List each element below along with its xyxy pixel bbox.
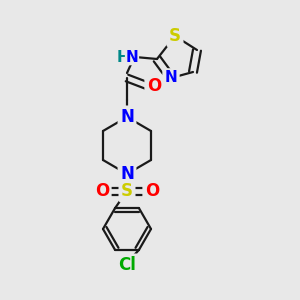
Text: O: O [145, 182, 159, 200]
Text: H: H [117, 50, 129, 64]
Text: O: O [147, 77, 161, 95]
Text: N: N [120, 165, 134, 183]
Text: N: N [126, 50, 138, 64]
Text: N: N [165, 70, 177, 86]
Text: Cl: Cl [118, 256, 136, 274]
Text: S: S [121, 182, 133, 200]
Text: O: O [95, 182, 109, 200]
Text: S: S [169, 27, 181, 45]
Text: N: N [120, 108, 134, 126]
